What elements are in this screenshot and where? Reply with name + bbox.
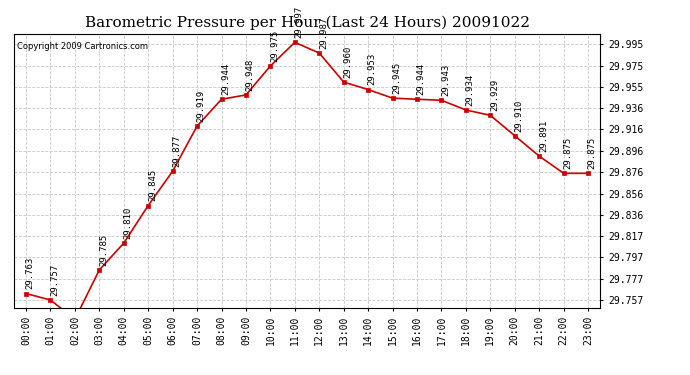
- Text: 29.919: 29.919: [197, 90, 206, 122]
- Text: 29.739: 29.739: [0, 374, 1, 375]
- Text: 29.891: 29.891: [539, 120, 548, 152]
- Title: Barometric Pressure per Hour (Last 24 Hours) 20091022: Barometric Pressure per Hour (Last 24 Ho…: [85, 15, 529, 30]
- Text: 29.934: 29.934: [466, 74, 475, 106]
- Text: 29.953: 29.953: [368, 53, 377, 86]
- Text: 29.877: 29.877: [172, 135, 181, 167]
- Text: 29.945: 29.945: [392, 62, 402, 94]
- Text: 29.910: 29.910: [515, 99, 524, 132]
- Text: 29.845: 29.845: [148, 169, 157, 201]
- Text: 29.944: 29.944: [221, 63, 230, 95]
- Text: 29.810: 29.810: [124, 207, 132, 239]
- Text: 29.960: 29.960: [344, 46, 353, 78]
- Text: Copyright 2009 Cartronics.com: Copyright 2009 Cartronics.com: [17, 42, 148, 51]
- Text: 29.875: 29.875: [563, 137, 572, 169]
- Text: 29.763: 29.763: [26, 257, 34, 290]
- Text: 29.943: 29.943: [441, 64, 450, 96]
- Text: 29.987: 29.987: [319, 16, 328, 49]
- Text: 29.975: 29.975: [270, 30, 279, 62]
- Text: 29.944: 29.944: [417, 63, 426, 95]
- Text: 29.929: 29.929: [490, 79, 499, 111]
- Text: 29.875: 29.875: [588, 137, 597, 169]
- Text: 29.785: 29.785: [99, 234, 108, 266]
- Text: 29.997: 29.997: [295, 6, 304, 38]
- Text: 29.948: 29.948: [246, 58, 255, 91]
- Text: 29.757: 29.757: [50, 264, 59, 296]
